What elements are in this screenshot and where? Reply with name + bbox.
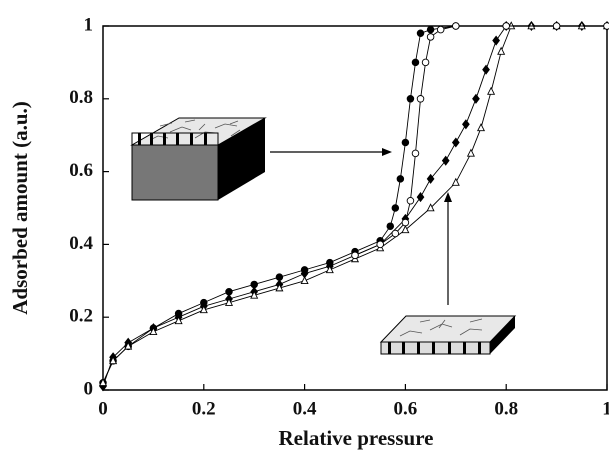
- point: [199, 305, 208, 314]
- point: [497, 46, 506, 55]
- point: [436, 25, 445, 34]
- point: [411, 149, 420, 158]
- point: [386, 222, 395, 230]
- thin-film-illustration: [379, 315, 517, 355]
- point: [421, 58, 430, 67]
- y-tick-label: 0.2: [69, 306, 93, 327]
- point: [603, 22, 609, 30]
- x-tick-label: 0.2: [192, 398, 216, 419]
- point: [466, 148, 475, 157]
- point: [476, 123, 486, 132]
- point: [391, 204, 400, 212]
- point: [416, 95, 425, 103]
- x-tick-label: 0: [98, 398, 108, 419]
- point: [492, 35, 500, 46]
- point: [325, 265, 334, 274]
- y-tick-label: 0.6: [69, 160, 93, 181]
- point: [401, 138, 410, 147]
- point: [224, 297, 234, 306]
- arrows: [270, 148, 452, 305]
- point: [552, 22, 561, 30]
- curve: [102, 25, 607, 387]
- point: [482, 64, 490, 75]
- point: [351, 251, 359, 260]
- x-tick-label: 0.6: [394, 398, 418, 419]
- point: [401, 218, 410, 227]
- point: [391, 229, 400, 238]
- point: [451, 137, 460, 148]
- point: [174, 316, 183, 325]
- point: [275, 283, 284, 292]
- point: [577, 21, 586, 30]
- point: [426, 173, 435, 184]
- point: [426, 203, 435, 212]
- point: [406, 95, 415, 103]
- point: [452, 22, 460, 30]
- point: [109, 356, 118, 365]
- point: [416, 192, 425, 203]
- point: [441, 155, 450, 166]
- point: [124, 341, 133, 350]
- point: [98, 377, 108, 386]
- point: [250, 290, 259, 299]
- point: [416, 29, 425, 38]
- y-tick-label: 0.4: [69, 233, 93, 254]
- point: [376, 240, 384, 249]
- point: [300, 275, 309, 285]
- y-axis-label: Adsorbed amount (a.u.): [8, 101, 32, 315]
- y-tick-label: 0: [84, 378, 94, 399]
- point: [411, 58, 420, 67]
- x-axis-label: Relative pressure: [279, 426, 434, 450]
- curve: [102, 25, 607, 383]
- x-tick-label: 0.4: [293, 398, 317, 419]
- y-tick-label: 1: [84, 14, 94, 35]
- point: [396, 175, 405, 183]
- point: [149, 326, 158, 336]
- point: [426, 25, 435, 34]
- point: [451, 177, 460, 186]
- y-tick-label: 0.8: [69, 87, 93, 108]
- point: [527, 21, 536, 30]
- x-tick-label: 1: [602, 398, 609, 419]
- point: [502, 22, 510, 30]
- thick-film-illustration: [130, 117, 267, 201]
- point: [487, 86, 496, 95]
- curve: [354, 25, 607, 256]
- point: [406, 196, 415, 205]
- curve: [102, 25, 607, 383]
- point: [462, 119, 470, 130]
- x-tick-label: 0.8: [494, 398, 518, 419]
- plot-frame: [102, 25, 608, 391]
- point: [472, 93, 480, 104]
- point: [401, 225, 410, 234]
- point: [426, 33, 435, 41]
